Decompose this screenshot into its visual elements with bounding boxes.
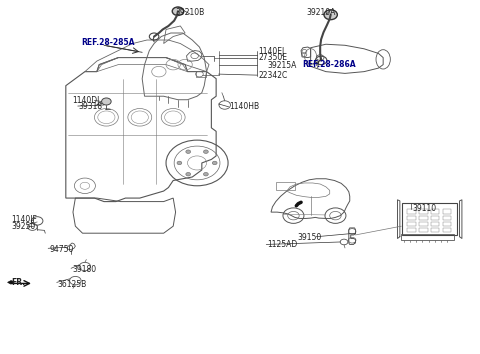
Text: 27350E: 27350E bbox=[258, 53, 287, 62]
Bar bbox=[419, 209, 428, 213]
Text: 39318: 39318 bbox=[79, 102, 103, 110]
Text: 1140EJ: 1140EJ bbox=[258, 47, 284, 56]
Text: FR.: FR. bbox=[11, 278, 25, 287]
Circle shape bbox=[177, 161, 182, 165]
Text: 39210B: 39210B bbox=[175, 8, 204, 17]
Text: 1140DJ: 1140DJ bbox=[72, 96, 99, 105]
Text: 22342C: 22342C bbox=[258, 71, 288, 80]
Text: 39210A: 39210A bbox=[307, 8, 336, 17]
Text: 39250: 39250 bbox=[11, 222, 35, 231]
Circle shape bbox=[204, 150, 208, 153]
Text: 1140HB: 1140HB bbox=[229, 102, 260, 111]
Bar bbox=[443, 228, 451, 233]
Bar bbox=[196, 71, 205, 77]
Circle shape bbox=[324, 10, 337, 20]
Bar bbox=[402, 203, 457, 235]
Bar bbox=[419, 222, 428, 226]
Bar bbox=[419, 216, 428, 220]
Bar bbox=[443, 216, 451, 220]
Text: 36125B: 36125B bbox=[58, 280, 87, 289]
Text: 94750: 94750 bbox=[49, 245, 73, 253]
Text: REF.28-285A: REF.28-285A bbox=[82, 38, 135, 47]
Bar bbox=[401, 234, 454, 240]
Circle shape bbox=[186, 150, 191, 153]
Text: 39180: 39180 bbox=[72, 264, 96, 274]
Bar bbox=[431, 222, 440, 226]
Polygon shape bbox=[8, 281, 15, 284]
Circle shape bbox=[172, 7, 184, 16]
Bar bbox=[407, 209, 416, 213]
Bar bbox=[443, 222, 451, 226]
Bar bbox=[431, 216, 440, 220]
Circle shape bbox=[204, 172, 208, 176]
Bar bbox=[407, 228, 416, 233]
Text: 39150: 39150 bbox=[297, 233, 322, 242]
Circle shape bbox=[186, 172, 191, 176]
Bar bbox=[276, 182, 295, 190]
Text: REF.28-286A: REF.28-286A bbox=[302, 60, 356, 69]
Bar bbox=[431, 228, 440, 233]
Bar bbox=[431, 209, 440, 213]
Text: 39215A: 39215A bbox=[268, 61, 297, 70]
Text: 1140JF: 1140JF bbox=[11, 215, 37, 224]
Text: 1125AD: 1125AD bbox=[268, 240, 298, 249]
Circle shape bbox=[212, 161, 217, 165]
Circle shape bbox=[102, 98, 111, 105]
Bar bbox=[419, 228, 428, 233]
Bar bbox=[407, 222, 416, 226]
Bar bbox=[407, 216, 416, 220]
Text: 39110: 39110 bbox=[413, 204, 437, 213]
Bar bbox=[443, 209, 451, 213]
